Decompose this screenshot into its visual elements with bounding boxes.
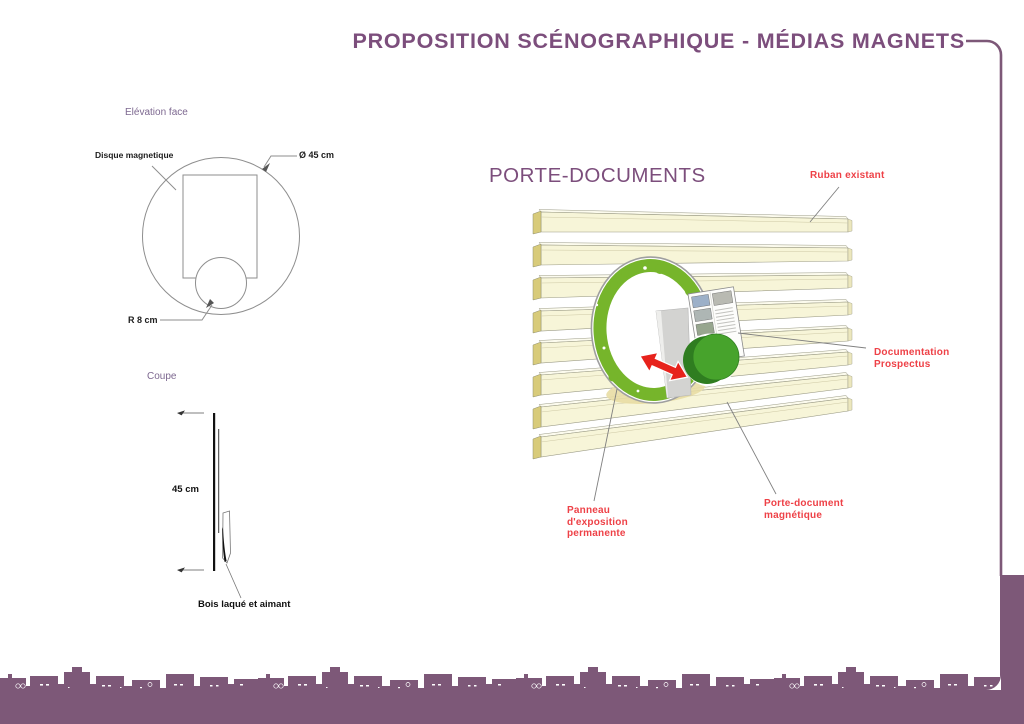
slat [538, 299, 849, 312]
annotation-panneau-exposition: Panneau d'exposition permanente [567, 505, 628, 539]
label-diameter: Ø 45 cm [299, 150, 335, 160]
slat [532, 373, 542, 398]
slat [532, 435, 542, 460]
leader-porte-document [726, 401, 777, 495]
annotation-leaders [593, 186, 867, 502]
slat-grain-line [540, 331, 849, 349]
slat [540, 244, 849, 266]
slide-arrow-icon [639, 351, 689, 382]
panel-section-line [213, 413, 216, 571]
slat [847, 247, 853, 262]
disc-outline [142, 157, 300, 315]
city-skyline [0, 666, 1024, 724]
pedestal-highlight [656, 311, 668, 398]
page-title: PROPOSITION SCÉNOGRAPHIQUE - MÉDIAS MAGN… [352, 29, 965, 53]
small-circle-outline [195, 257, 247, 309]
slat-grain-line [540, 378, 849, 413]
paint-specks [595, 266, 678, 393]
label-radius: R 8 cm [128, 315, 158, 325]
slat-grain-line [540, 305, 849, 317]
slat [847, 374, 853, 389]
thin-section-line [218, 429, 220, 533]
slat [538, 395, 849, 438]
slat [538, 242, 849, 249]
dim-arrow [177, 410, 185, 416]
label-disque-magnetique: Disque magnetique [95, 150, 174, 160]
porte-documents-heading: PORTE-DOCUMENTS [489, 164, 706, 187]
brochure [687, 286, 745, 364]
slat [532, 210, 542, 235]
slat [532, 405, 542, 430]
slat [847, 301, 853, 316]
brochure-text-lines [714, 307, 737, 335]
label-bois-laque: Bois laqué et aimant [198, 599, 291, 610]
leader-panneau [593, 388, 618, 502]
right-purple-block [1000, 575, 1024, 724]
slat [540, 274, 849, 299]
dim-arrow [177, 567, 185, 573]
pedestal [655, 307, 692, 399]
slat [540, 211, 849, 233]
annotation-ruban-existant: Ruban existant [810, 170, 885, 181]
slat [540, 397, 849, 458]
elevation-drawing [142, 155, 300, 321]
label-height-45cm: 45 cm [172, 484, 199, 495]
slat [540, 374, 849, 428]
slat [532, 243, 542, 268]
slat [532, 276, 542, 301]
slat [532, 341, 542, 366]
slat [532, 309, 542, 334]
magnet-disc [590, 256, 714, 404]
magnet-wedge-fill [222, 527, 227, 562]
slat-grain-line [540, 278, 849, 284]
rounded-inner-corner [986, 675, 1001, 690]
elevation-title: Elévation face [125, 107, 188, 118]
arrowhead [206, 299, 214, 308]
panel-outline [182, 174, 258, 279]
slat-grain-line [540, 401, 849, 443]
slat-grain-line [540, 249, 849, 253]
slat [847, 327, 853, 342]
leader-disque [151, 165, 177, 191]
slat [538, 325, 849, 344]
leader-radius [160, 304, 213, 321]
paint-splotches [597, 264, 705, 398]
coupe-title: Coupe [147, 371, 177, 382]
slat [540, 301, 849, 332]
magnet-button [683, 333, 740, 387]
leader-documentation [737, 332, 867, 349]
slat [538, 349, 849, 376]
leader-diameter [263, 155, 297, 168]
slat [847, 351, 853, 366]
slat [538, 372, 849, 408]
title-rule [966, 39, 1003, 576]
magnet-wedge-outline [222, 510, 231, 564]
annotation-documentation-prospectus: Documentation Prospectus [874, 347, 950, 370]
slat-grain-line [540, 216, 849, 224]
slat [847, 218, 853, 233]
disc-shadow [606, 376, 706, 404]
slat-grain-line [540, 355, 849, 381]
slat [847, 274, 853, 289]
coupe-drawing [177, 410, 242, 599]
arrowhead [262, 163, 270, 172]
slat [847, 397, 853, 412]
slat [538, 272, 849, 279]
slat [538, 209, 849, 220]
annotation-porte-document: Porte-document magnétique [764, 498, 844, 521]
slat-wall [532, 209, 853, 460]
slat [540, 351, 849, 396]
leader-ruban [809, 186, 840, 223]
slat [540, 327, 849, 364]
page-frame [966, 39, 1024, 724]
leader-bois [225, 563, 242, 599]
